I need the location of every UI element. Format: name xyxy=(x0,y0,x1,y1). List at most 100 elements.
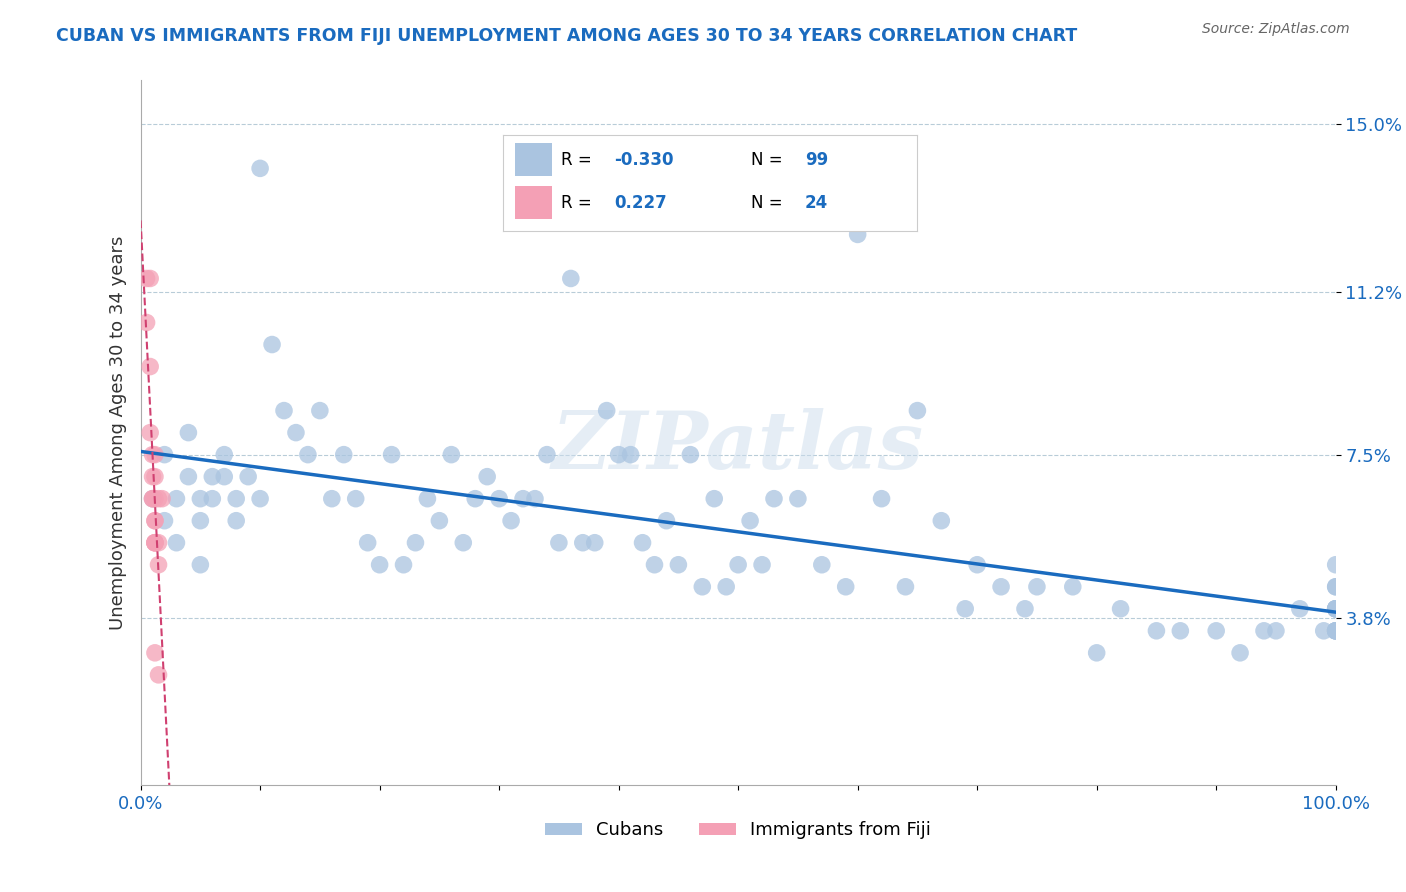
Point xyxy=(153,448,176,462)
Point xyxy=(655,514,678,528)
Point xyxy=(740,514,762,528)
Point xyxy=(1324,601,1347,615)
Point xyxy=(141,491,163,506)
Point xyxy=(1324,624,1347,638)
Point xyxy=(596,403,619,417)
Point xyxy=(188,491,212,506)
Point xyxy=(225,514,247,528)
Point xyxy=(1253,624,1275,638)
Point xyxy=(512,491,534,506)
Point xyxy=(955,601,977,615)
Point xyxy=(143,646,166,660)
Point xyxy=(894,580,917,594)
Point xyxy=(309,403,332,417)
Point xyxy=(668,558,690,572)
Point xyxy=(143,535,166,549)
Point xyxy=(1085,646,1108,660)
Point xyxy=(1324,624,1347,638)
Point xyxy=(1146,624,1168,638)
Point xyxy=(143,448,166,462)
Point xyxy=(477,469,499,483)
Point xyxy=(1014,601,1036,615)
Text: ZIPatlas: ZIPatlas xyxy=(553,408,924,485)
Point xyxy=(177,425,200,440)
Point xyxy=(1324,624,1347,638)
Point xyxy=(787,491,810,506)
Point xyxy=(143,535,166,549)
Point xyxy=(453,535,475,549)
Text: 0.227: 0.227 xyxy=(614,194,668,211)
Point xyxy=(548,535,571,549)
Point xyxy=(464,491,486,506)
Legend: Cubans, Immigrants from Fiji: Cubans, Immigrants from Fiji xyxy=(538,814,938,847)
Point xyxy=(1062,580,1084,594)
Point xyxy=(141,448,163,462)
Point xyxy=(249,161,271,176)
Point xyxy=(139,359,162,374)
Point xyxy=(1324,601,1347,615)
Point xyxy=(583,535,606,549)
Point xyxy=(416,491,439,506)
Text: -0.330: -0.330 xyxy=(614,151,673,169)
Text: Source: ZipAtlas.com: Source: ZipAtlas.com xyxy=(1202,22,1350,37)
Point xyxy=(835,580,858,594)
Point xyxy=(427,514,450,528)
Point xyxy=(148,558,170,572)
Point xyxy=(153,514,176,528)
Point xyxy=(297,448,319,462)
Point xyxy=(177,469,200,483)
Point xyxy=(143,535,166,549)
Point xyxy=(966,558,988,572)
Point xyxy=(225,491,247,506)
Point xyxy=(284,425,308,440)
Point xyxy=(139,271,162,285)
Point xyxy=(166,491,188,506)
Point xyxy=(236,469,260,483)
Point xyxy=(679,448,702,462)
Point xyxy=(1205,624,1227,638)
Text: N =: N = xyxy=(751,151,787,169)
Point xyxy=(607,448,630,462)
Point xyxy=(214,469,236,483)
Point xyxy=(188,558,212,572)
Y-axis label: Unemployment Among Ages 30 to 34 years: Unemployment Among Ages 30 to 34 years xyxy=(108,235,127,630)
Point xyxy=(143,491,166,506)
Text: R =: R = xyxy=(561,151,596,169)
Point xyxy=(1265,624,1288,638)
Point xyxy=(1324,601,1347,615)
Point xyxy=(141,491,163,506)
Point xyxy=(1324,624,1347,638)
Point xyxy=(1324,558,1347,572)
Text: 24: 24 xyxy=(804,194,828,211)
Point xyxy=(536,448,558,462)
Point xyxy=(1324,580,1347,594)
Point xyxy=(571,535,595,549)
Point xyxy=(846,227,869,242)
Point xyxy=(1324,624,1347,638)
Point xyxy=(501,514,523,528)
Point xyxy=(692,580,714,594)
Point xyxy=(249,491,271,506)
Point xyxy=(143,535,166,549)
Point xyxy=(1324,580,1347,594)
Text: N =: N = xyxy=(751,194,787,211)
Point xyxy=(811,558,834,572)
Point xyxy=(201,491,224,506)
Point xyxy=(716,580,738,594)
Point xyxy=(333,448,356,462)
Point xyxy=(488,491,510,506)
Text: CUBAN VS IMMIGRANTS FROM FIJI UNEMPLOYMENT AMONG AGES 30 TO 34 YEARS CORRELATION: CUBAN VS IMMIGRANTS FROM FIJI UNEMPLOYME… xyxy=(56,27,1077,45)
Point xyxy=(763,491,786,506)
Point xyxy=(201,469,224,483)
Point xyxy=(368,558,391,572)
Point xyxy=(321,491,343,506)
Point xyxy=(143,514,166,528)
Point xyxy=(440,448,463,462)
Text: 99: 99 xyxy=(804,151,828,169)
Point xyxy=(135,271,157,285)
Point xyxy=(143,469,166,483)
Point xyxy=(273,403,295,417)
Point xyxy=(148,491,170,506)
Point xyxy=(1229,646,1251,660)
Point xyxy=(148,668,170,682)
